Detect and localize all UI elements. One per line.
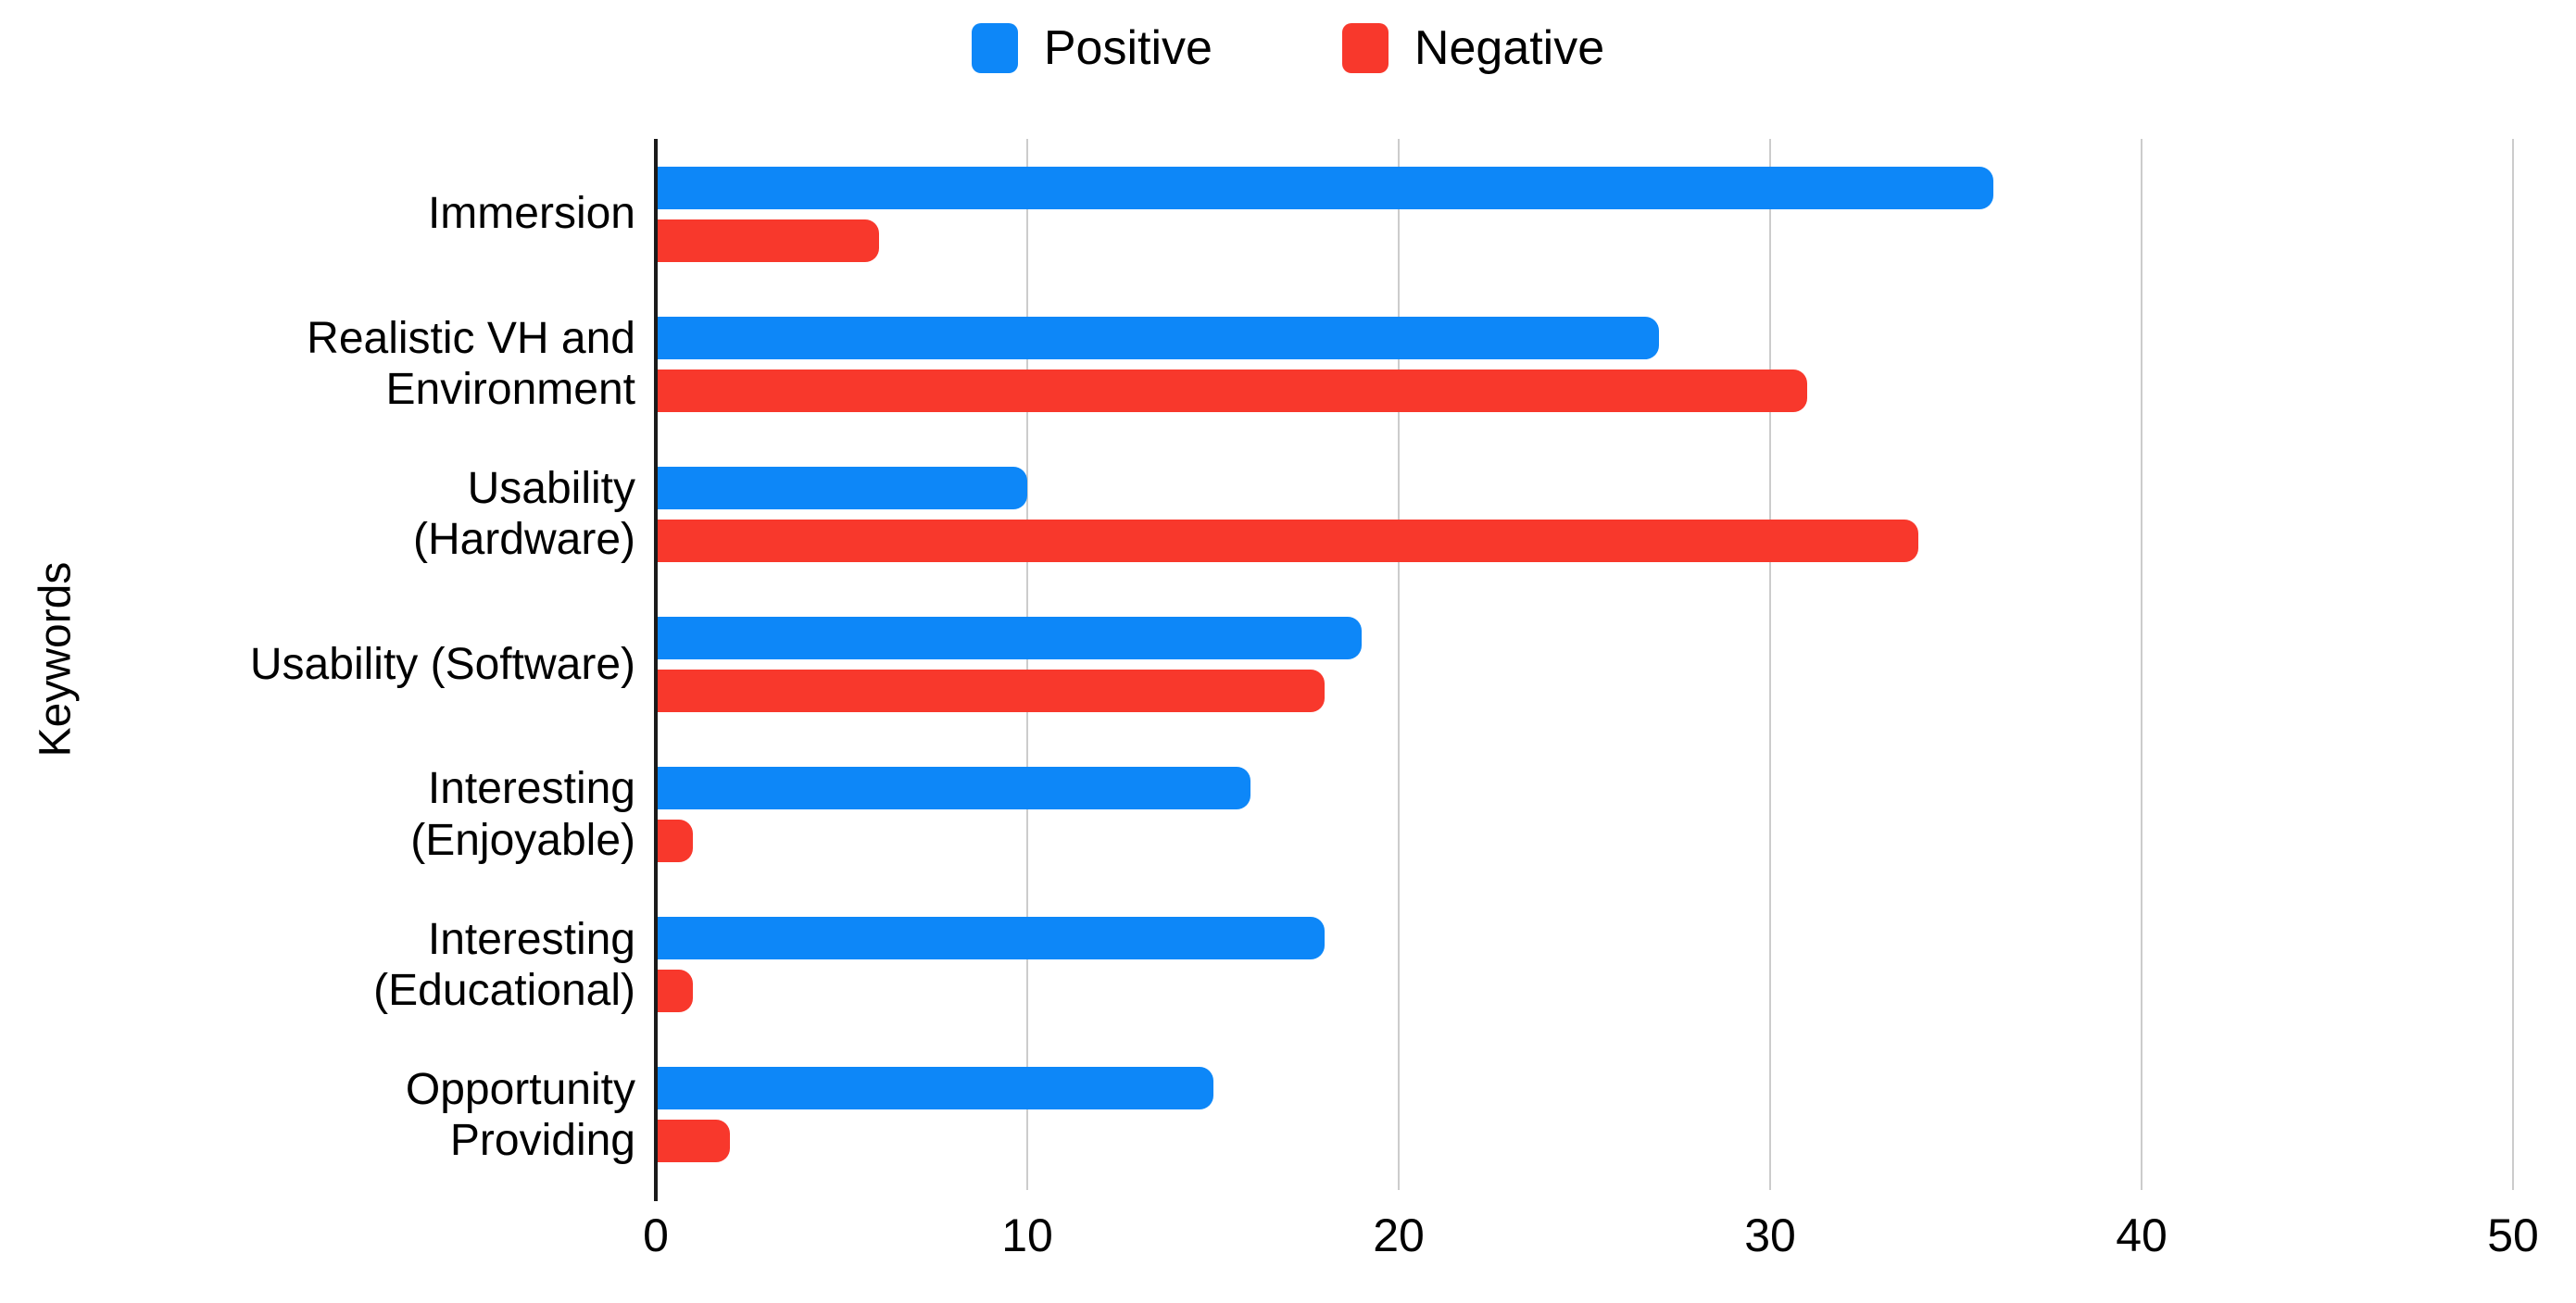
category-label-usability-hardware: Usability (Hardware)	[412, 464, 635, 565]
bar-interesting-educational-negative	[656, 970, 694, 1013]
bar-rows	[656, 139, 2513, 1190]
category-label-interesting-enjoyable: Interesting (Enjoyable)	[410, 764, 635, 865]
legend-swatch-icon	[1341, 23, 1389, 73]
bar-interesting-educational-positive	[656, 917, 1325, 960]
category-label-opportunity-providing: Opportunity Providing	[405, 1064, 635, 1165]
legend-label: Negative	[1414, 21, 1605, 75]
bar-group-realistic-vh-and-environment	[656, 289, 2513, 439]
bar-realistic-vh-and-environment-negative	[656, 369, 1808, 412]
gridline-x-20	[1398, 139, 1400, 1190]
category-label-realistic-vh-and-environment: Realistic VH and Environment	[307, 314, 635, 415]
bar-immersion-negative	[656, 219, 879, 262]
category-label-interesting-educational: Interesting (Educational)	[373, 914, 635, 1015]
legend-label: Positive	[1043, 21, 1213, 75]
bar-usability-hardware-negative	[656, 519, 1919, 562]
category-label-immersion: Immersion	[427, 189, 635, 239]
chart-legend: Positive Negative	[0, 20, 2576, 76]
legend-item-negative: Negative	[1341, 20, 1605, 76]
category-axis-labels: Immersion Realistic VH and Environment Usa…	[0, 139, 635, 1190]
bar-group-interesting-educational	[656, 890, 2513, 1040]
x-axis-tick-labels: 0 10 20 30 40 50	[643, 1209, 2539, 1273]
bar-realistic-vh-and-environment-positive	[656, 316, 1659, 359]
x-tick-label-50: 50	[2487, 1209, 2539, 1261]
bar-group-usability-hardware	[656, 439, 2513, 589]
bar-opportunity-providing-negative	[656, 1120, 731, 1163]
bar-opportunity-providing-positive	[656, 1067, 1213, 1110]
bar-usability-hardware-positive	[656, 466, 1027, 509]
legend-item-positive: Positive	[971, 20, 1213, 76]
category-label-usability-software: Usability (Software)	[249, 639, 635, 689]
bar-group-immersion	[656, 139, 2513, 289]
gridline-x-50	[2512, 139, 2514, 1190]
bar-usability-software-negative	[656, 669, 1325, 712]
x-tick-label-10: 10	[1001, 1209, 1053, 1261]
bar-interesting-enjoyable-negative	[656, 820, 694, 863]
gridline-x-40	[2141, 139, 2142, 1190]
bar-group-usability-software	[656, 589, 2513, 739]
gridline-x-10	[1026, 139, 1028, 1190]
x-tick-label-20: 20	[1373, 1209, 1425, 1261]
plot-area	[654, 139, 2514, 1201]
y-axis-line	[654, 139, 658, 1201]
bar-group-interesting-enjoyable	[656, 740, 2513, 890]
x-tick-label-0: 0	[643, 1209, 669, 1261]
x-tick-label-40: 40	[2116, 1209, 2168, 1261]
bar-usability-software-positive	[656, 616, 1362, 659]
gridline-x-30	[1769, 139, 1771, 1190]
bar-interesting-enjoyable-positive	[656, 767, 1250, 810]
bar-group-opportunity-providing	[656, 1040, 2513, 1190]
bar-immersion-positive	[656, 166, 1993, 209]
legend-swatch-icon	[971, 23, 1018, 73]
x-tick-label-30: 30	[1744, 1209, 1796, 1261]
